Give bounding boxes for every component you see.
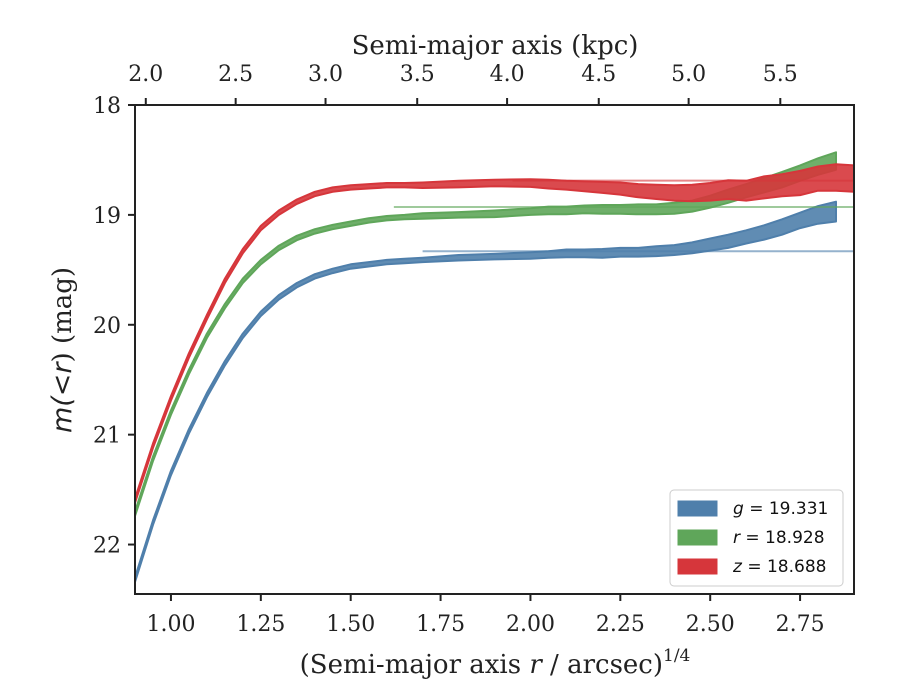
top-x-tick-label: 3.5 — [400, 62, 435, 87]
top-x-tick-label: 4.5 — [581, 62, 616, 87]
x-tick-label: 1.75 — [416, 612, 465, 637]
x-tick-label: 1.25 — [236, 612, 285, 637]
legend-items: g = 19.331 r = 18.928 z = 18.688 — [677, 499, 828, 577]
legend-label-r: r = 18.928 — [733, 528, 825, 548]
y-tick-label: 22 — [93, 534, 121, 559]
legend: g = 19.331 r = 18.928 z = 18.688 — [669, 489, 844, 587]
x-axis-title-var: r — [529, 650, 543, 680]
y-tick-label: 19 — [93, 204, 121, 229]
top-x-tick-label: 5.0 — [671, 62, 706, 87]
y-axis-title-unit: ) (mag) — [48, 267, 78, 363]
x-axis-title-prefix: (Semi-major axis — [300, 650, 530, 680]
top-x-tick-label: 3.0 — [308, 62, 343, 87]
y-axis-title-r: r — [47, 361, 78, 374]
y-axis-title-paren: (< — [47, 374, 78, 407]
x-axis-title-exponent: 1/4 — [663, 646, 690, 666]
top-x-tick-label: 4.0 — [490, 62, 525, 87]
legend-swatch-z — [677, 558, 718, 575]
plot-frame — [134, 104, 855, 595]
series-band-z — [135, 163, 854, 504]
ticks-layer: 1.00 1.25 1.50 1.75 2.00 2.25 2.50 2.75 18 19 20 21… — [93, 62, 825, 637]
x-tick-label: 1.00 — [146, 612, 195, 637]
legend-label-g: g = 19.331 — [733, 499, 828, 519]
y-tick-label: 18 — [93, 94, 121, 119]
y-tick-label: 21 — [93, 424, 121, 449]
legend-swatch-g — [677, 500, 718, 517]
x-tick-label: 2.00 — [506, 612, 555, 637]
x-tick-label: 2.25 — [596, 612, 645, 637]
legend-label-z: z = 18.688 — [732, 557, 826, 577]
series-band-g — [135, 200, 837, 583]
x-axis-title: (Semi-major axis r / arcsec)1/4 — [300, 646, 691, 680]
legend-swatch-r — [677, 529, 718, 546]
y-axis-title: m(<r) (mag) — [47, 267, 78, 433]
x-tick-label: 2.75 — [776, 612, 825, 637]
top-axis-title: Semi-major axis (kpc) — [352, 31, 639, 61]
y-axis-title-m: m — [47, 407, 78, 433]
x-tick-label: 1.50 — [326, 612, 375, 637]
top-x-tick-label: 5.5 — [763, 62, 798, 87]
top-x-tick-label: 2.0 — [128, 62, 163, 87]
x-axis-title-suffix: / arcsec) — [542, 650, 663, 680]
y-tick-label: 20 — [93, 314, 121, 339]
asymptote-layer — [393, 179, 854, 253]
x-tick-label: 2.50 — [686, 612, 735, 637]
top-x-tick-label: 2.5 — [218, 62, 253, 87]
series-layer — [135, 151, 854, 583]
